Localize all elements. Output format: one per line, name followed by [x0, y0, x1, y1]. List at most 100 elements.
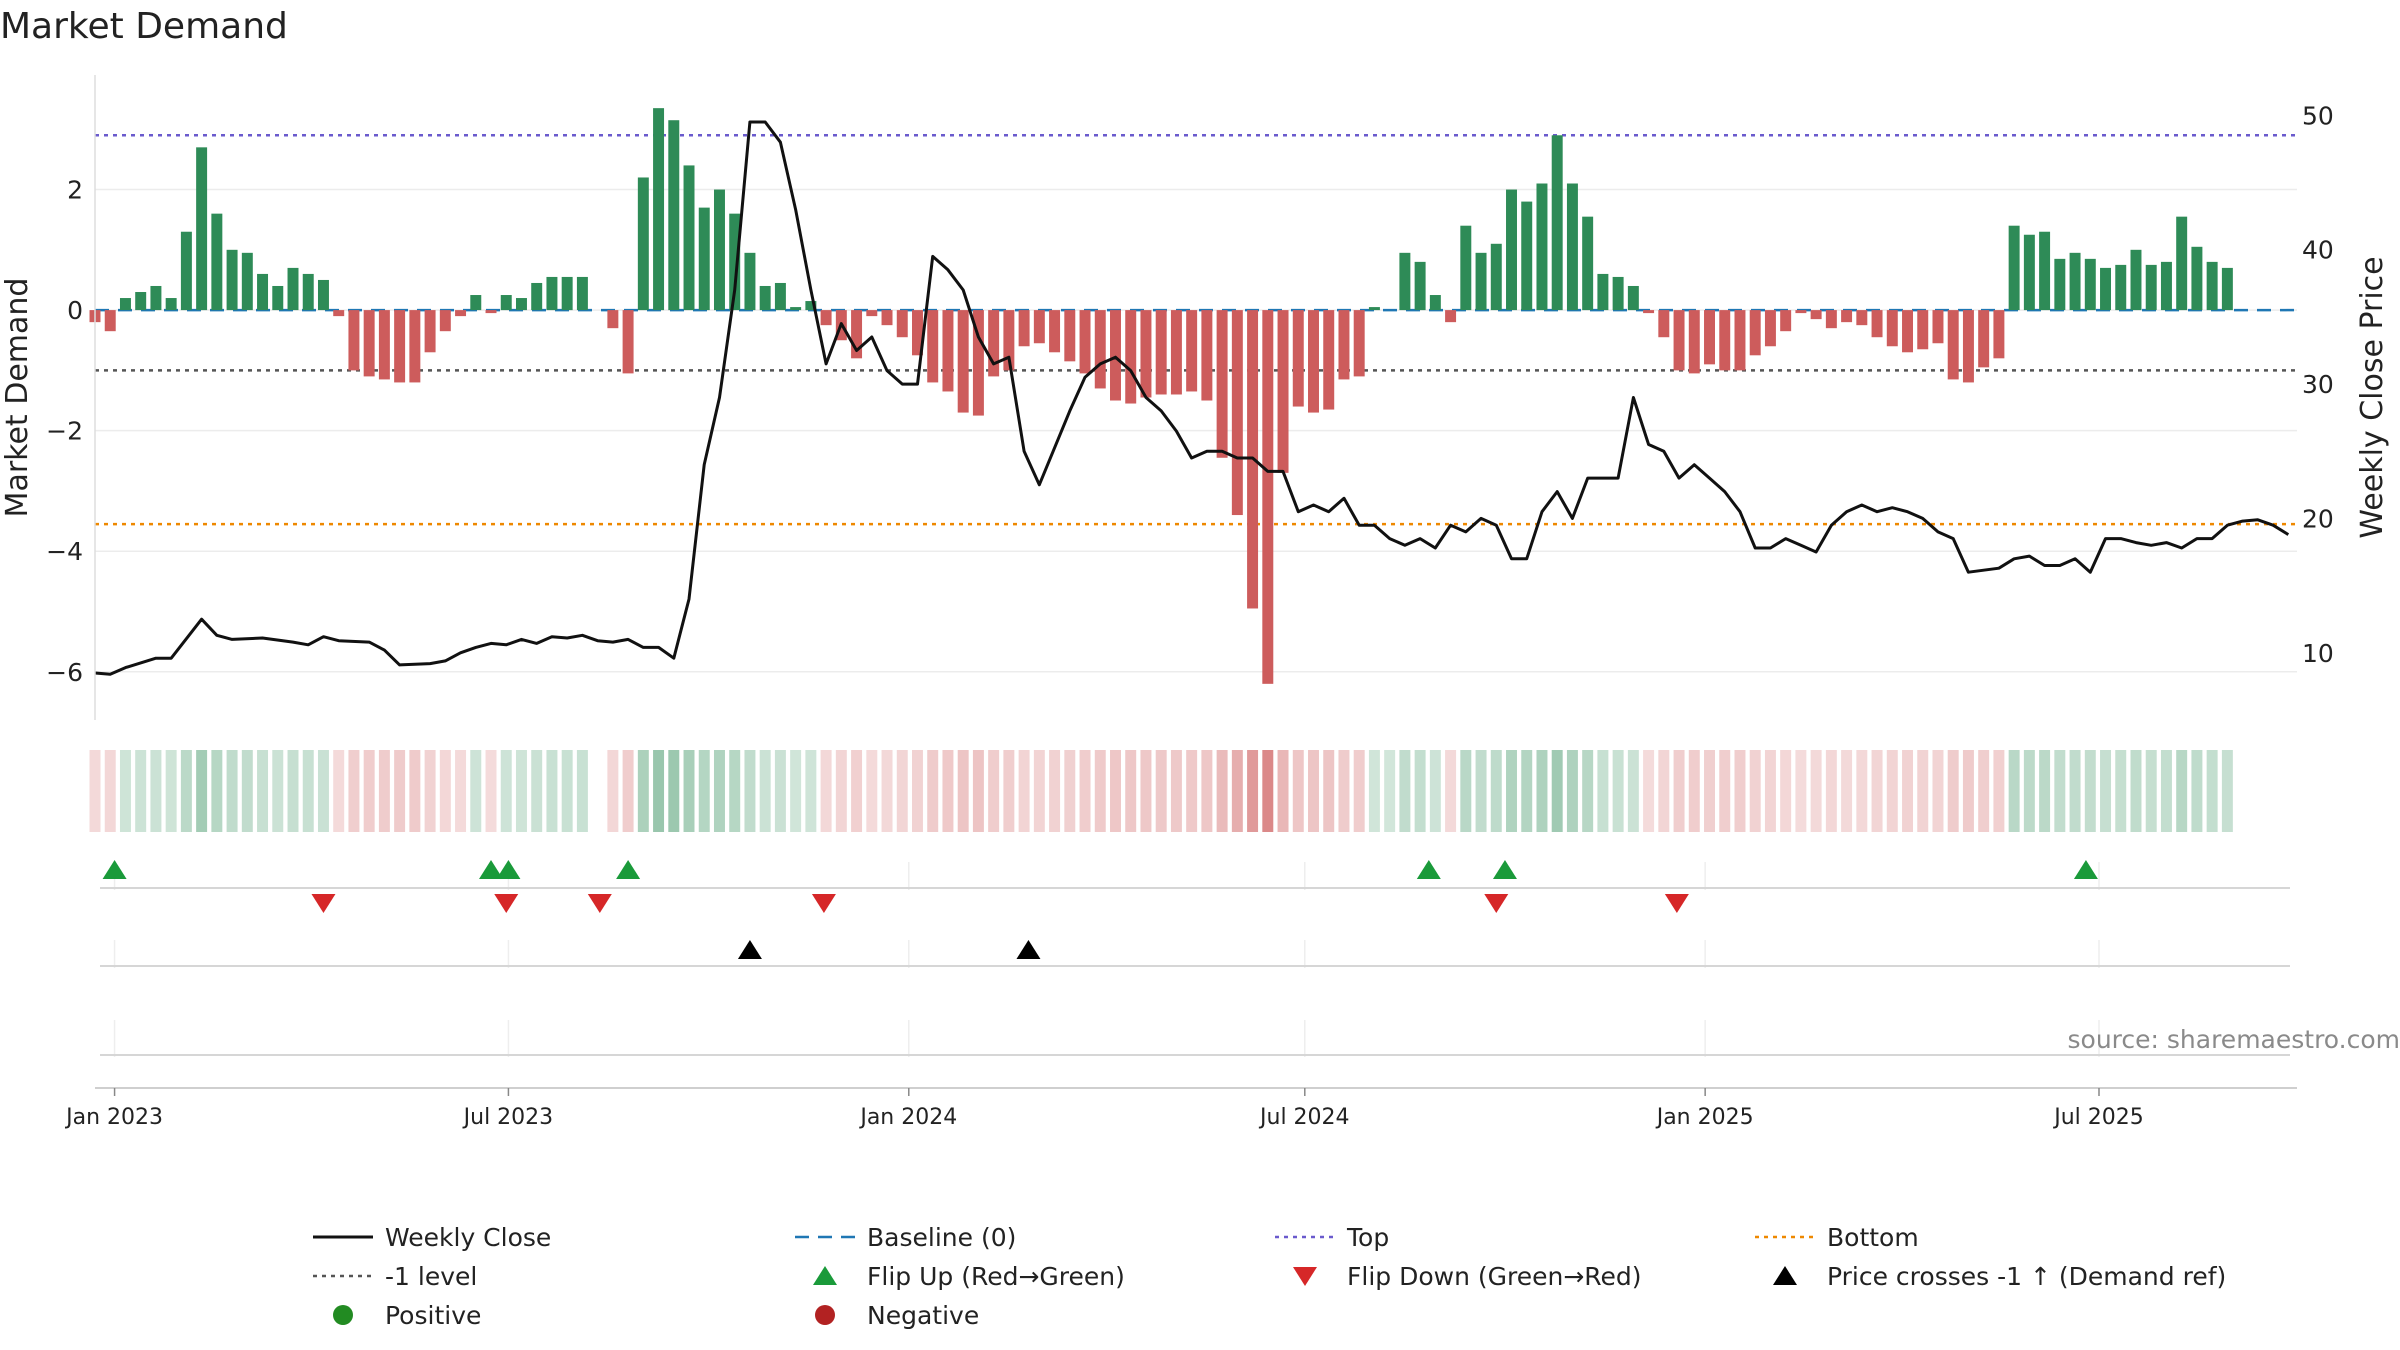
heat-cell — [1445, 750, 1457, 832]
heat-cell — [1490, 750, 1502, 832]
heat-cell — [1277, 750, 1289, 832]
flip-up-marker — [479, 860, 504, 879]
demand-bar — [713, 189, 725, 311]
flip-down-marker — [494, 894, 519, 913]
demand-bar — [653, 108, 665, 311]
demand-bar — [257, 273, 269, 311]
demand-bar — [1323, 310, 1335, 410]
heat-cell — [1033, 750, 1045, 832]
heat-cell — [2054, 750, 2066, 832]
heat-cell — [881, 750, 893, 832]
demand-bar — [1353, 310, 1365, 377]
demand-bar — [1429, 295, 1441, 311]
heat-cell — [409, 750, 421, 832]
demand-bar — [1551, 135, 1563, 311]
flip-up-marker — [616, 860, 641, 879]
heat-cell — [1247, 750, 1259, 832]
heat-cell — [2115, 750, 2127, 832]
heat-cell — [835, 750, 847, 832]
flip-down-marker — [311, 894, 336, 913]
heat-cell — [485, 750, 497, 832]
y-tick-right: 10 — [2302, 639, 2334, 668]
demand-bar — [576, 276, 588, 311]
y-tick-left: 0 — [67, 296, 83, 325]
heat-cell — [790, 750, 802, 832]
heat-cell — [241, 750, 253, 832]
demand-bar — [866, 310, 878, 317]
heat-cell — [1475, 750, 1487, 832]
heat-cell — [820, 750, 832, 832]
heat-cell — [1917, 750, 1929, 832]
weekly-close-line — [94, 120, 2290, 676]
heat-cell — [272, 750, 284, 832]
heat-cell — [561, 750, 573, 832]
heat-cell — [759, 750, 771, 832]
heat-cell — [2160, 750, 2172, 832]
y-tick-right: 40 — [2302, 236, 2334, 265]
demand-bar — [1825, 310, 1837, 329]
heat-cell — [1338, 750, 1350, 832]
heat-cell — [576, 750, 588, 832]
heat-cell — [851, 750, 863, 832]
heat-cell — [1460, 750, 1472, 832]
price-cross-marker — [1016, 940, 1041, 959]
heat-cell — [455, 750, 467, 832]
demand-bar — [912, 310, 923, 356]
heat-cell — [1521, 750, 1533, 832]
heat-cell — [1643, 750, 1655, 832]
heat-cell — [1856, 750, 1868, 832]
heat-cell — [1094, 750, 1106, 832]
demand-bar — [1856, 310, 1868, 326]
chart-title: Market Demand — [0, 6, 288, 47]
demand-bar — [150, 285, 162, 311]
heat-cell — [348, 750, 360, 832]
demand-bar — [1993, 310, 2005, 359]
heat-cell — [653, 750, 665, 832]
heat-cell — [531, 750, 543, 832]
demand-bar — [1536, 183, 1548, 311]
demand-bar — [1521, 201, 1533, 311]
heat-cell — [1049, 750, 1061, 832]
x-tick-label: Jul 2023 — [462, 1105, 554, 1130]
demand-bar — [424, 310, 436, 353]
demand-bar — [1033, 310, 1045, 344]
demand-bar — [485, 310, 497, 314]
demand-bar — [1110, 310, 1121, 401]
demand-bar — [1292, 310, 1304, 407]
heat-cell — [1231, 750, 1243, 832]
flip-down-marker — [811, 894, 836, 913]
demand-bar — [2054, 258, 2066, 311]
heat-cell — [713, 750, 725, 832]
heat-cell — [211, 750, 223, 832]
demand-bar — [942, 310, 954, 392]
heat-cell — [394, 750, 406, 832]
demand-bar — [851, 310, 863, 359]
flip-up-marker — [2073, 860, 2098, 879]
x-axis: Jan 2023 Jul 2023 Jan 2024 Jul 2024 Jan 2025… — [64, 1087, 2297, 1130]
heat-cell — [1551, 750, 1563, 832]
demand-bar — [744, 252, 756, 311]
demand-bar — [896, 310, 908, 338]
heat-cell — [2130, 750, 2142, 832]
heat-cell — [1186, 750, 1198, 832]
demand-bar — [1597, 273, 1609, 311]
heat-cell — [317, 750, 329, 832]
demand-bar — [698, 207, 710, 311]
legend-swatch — [1293, 1267, 1317, 1286]
y-axis-label-left: Market Demand — [0, 278, 35, 518]
demand-bar — [561, 276, 573, 311]
demand-bar — [1262, 310, 1274, 684]
demand-bar — [439, 310, 451, 332]
legend-swatch — [815, 1305, 835, 1325]
heat-cell — [1323, 750, 1335, 832]
heat-cell — [927, 750, 939, 832]
heat-cell — [683, 750, 695, 832]
heat-cell — [180, 750, 192, 832]
heat-cell — [729, 750, 741, 832]
flip-up-marker — [102, 860, 127, 879]
demand-bar — [1704, 310, 1715, 365]
demand-bar — [1978, 310, 1990, 368]
heat-cell — [2191, 750, 2203, 832]
demand-bar — [302, 273, 314, 311]
